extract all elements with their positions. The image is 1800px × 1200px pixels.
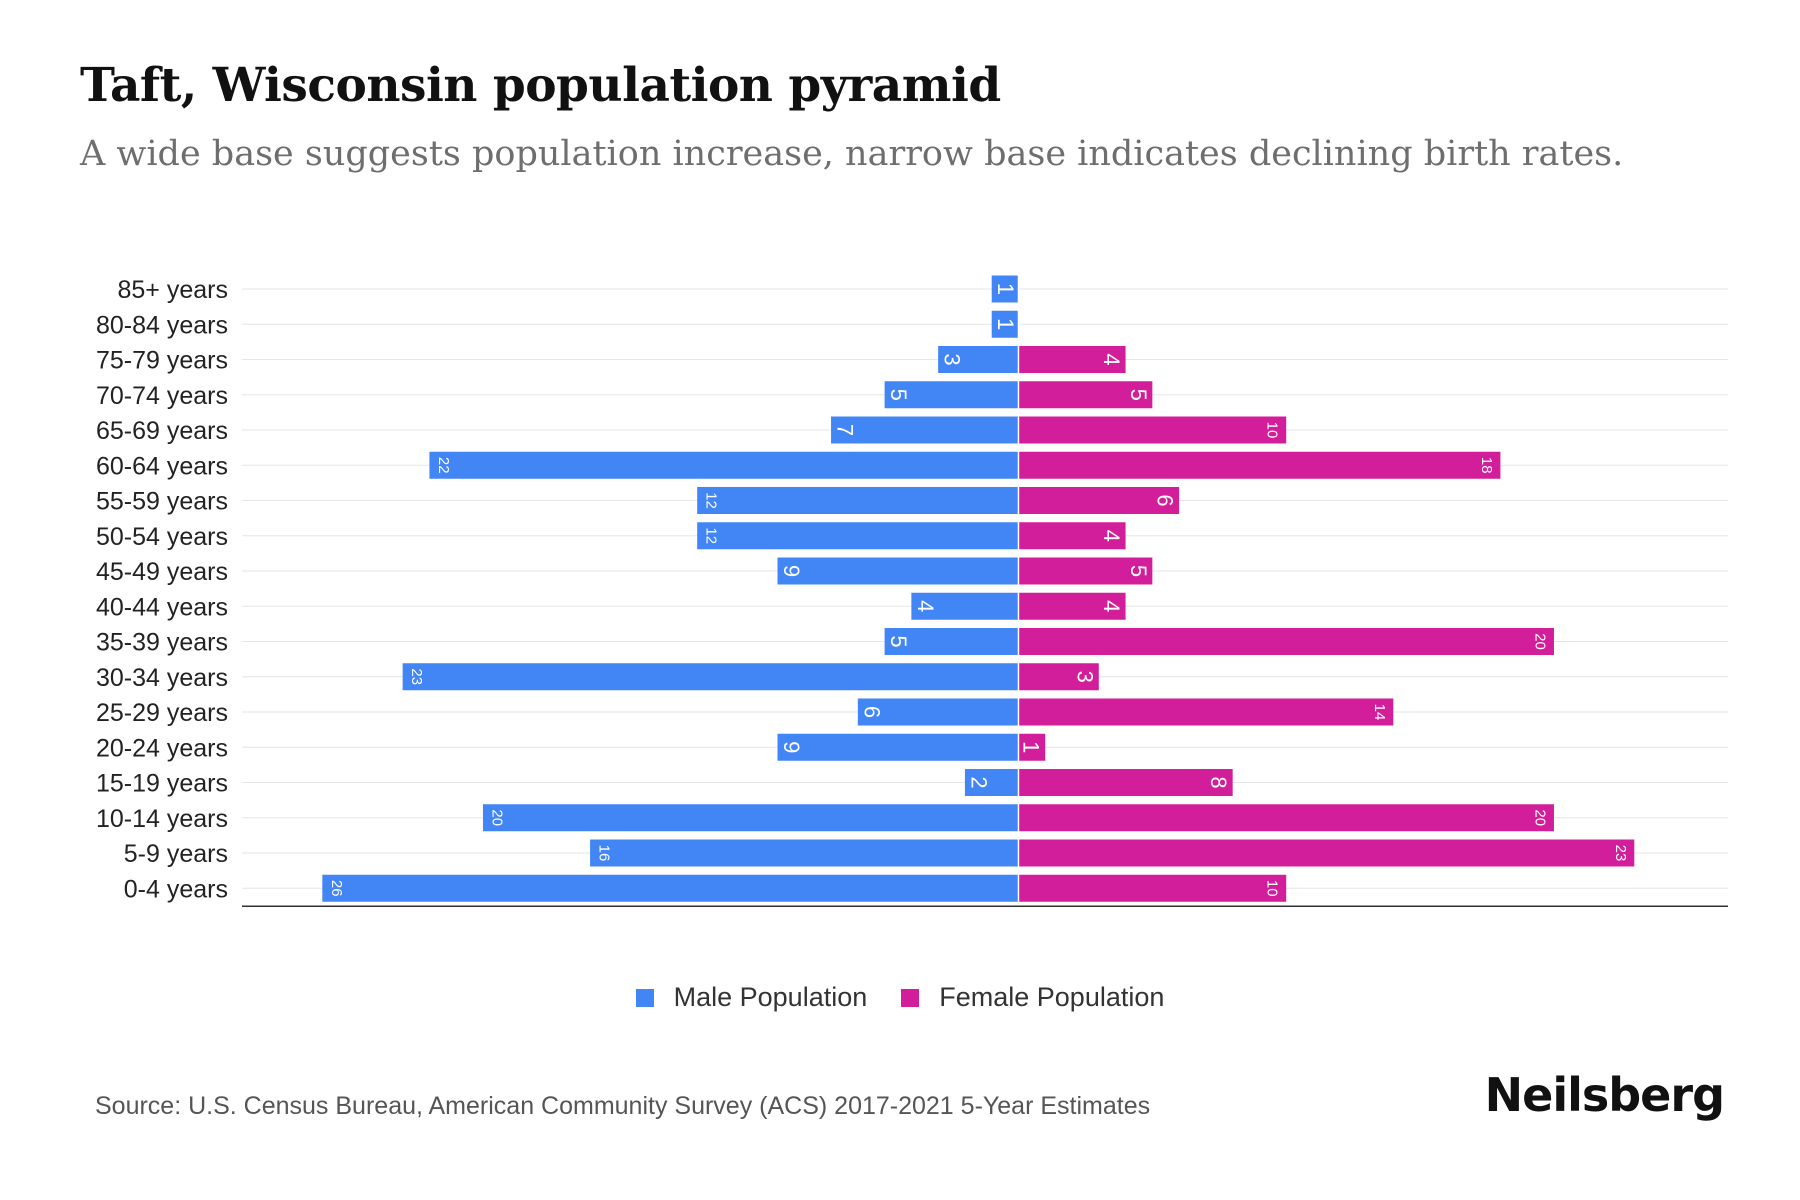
y-tick-label: 70-74 years: [96, 382, 228, 410]
female-value-label: 4: [1099, 353, 1124, 365]
male-value-label: 1: [993, 283, 1018, 295]
male-value-label: 23: [408, 668, 425, 685]
female-bar: [1018, 628, 1554, 655]
y-tick-label: 20-24 years: [96, 734, 228, 762]
y-tick-label: 85+ years: [118, 276, 229, 304]
male-value-label: 5: [886, 389, 911, 401]
female-bar: [1018, 451, 1501, 479]
male-bar: [857, 698, 1019, 726]
y-tick-label: 45-49 years: [96, 558, 228, 586]
y-tick-label: 5-9 years: [124, 840, 228, 868]
male-value-label: 12: [703, 527, 720, 544]
female-value-label: 14: [1371, 704, 1388, 721]
legend-label-female: Female Population: [939, 982, 1165, 1012]
female-value-label: 1: [1019, 741, 1044, 753]
male-value-label: 3: [940, 353, 965, 365]
female-bar: [1018, 487, 1180, 514]
female-value-label: 6: [1153, 494, 1178, 506]
male-value-label: 20: [488, 809, 505, 826]
chart-subtitle: A wide base suggests population increase…: [80, 134, 1624, 174]
male-bar: [697, 487, 1019, 514]
brand-logo: Neilsberg: [1484, 1068, 1725, 1122]
y-tick-label: 0-4 years: [124, 875, 228, 903]
female-bar: [1018, 874, 1287, 902]
legend-swatch-male: [635, 988, 654, 1007]
legend-label-male: Male Population: [673, 982, 868, 1012]
female-bar: [1018, 733, 1046, 761]
male-bar: [429, 451, 1019, 479]
y-tick-label: 65-69 years: [96, 417, 228, 445]
y-tick-label: 75-79 years: [96, 347, 228, 375]
male-bar: [590, 839, 1019, 867]
female-value-label: 4: [1099, 600, 1124, 612]
male-bar: [991, 275, 1019, 303]
female-bar: [1018, 698, 1394, 726]
female-value-label: 4: [1099, 530, 1124, 542]
y-tick-label: 50-54 years: [96, 523, 228, 551]
female-value-label: 23: [1612, 845, 1629, 862]
male-value-label: 16: [596, 845, 613, 862]
legend: Male Population Female Population: [0, 982, 1800, 1013]
female-value-label: 10: [1264, 880, 1281, 897]
female-value-label: 10: [1264, 422, 1281, 439]
female-bar: [1018, 804, 1554, 832]
female-value-label: 20: [1531, 633, 1548, 650]
male-value-label: 9: [779, 565, 804, 577]
y-tick-label: 15-19 years: [96, 770, 228, 798]
female-bar: [1018, 522, 1126, 550]
female-value-label: 3: [1072, 671, 1097, 683]
female-bar: [1018, 769, 1233, 796]
female-bar: [1018, 663, 1099, 691]
y-tick-label: 10-14 years: [96, 805, 228, 833]
y-tick-label: 30-34 years: [96, 664, 228, 692]
male-bar: [697, 522, 1019, 550]
male-value-label: 7: [833, 424, 858, 436]
y-tick-label: 40-44 years: [96, 593, 228, 621]
y-tick-label: 80-84 years: [96, 311, 228, 339]
legend-item-female[interactable]: Female Population: [901, 982, 1164, 1013]
legend-item-male[interactable]: Male Population: [635, 982, 868, 1013]
female-value-label: 5: [1126, 389, 1151, 401]
male-bar: [831, 416, 1019, 444]
female-value-label: 20: [1531, 809, 1548, 826]
y-tick-label: 55-59 years: [96, 488, 228, 516]
female-value-label: 8: [1206, 776, 1231, 788]
female-bar: [1018, 381, 1153, 409]
male-bar: [482, 804, 1019, 832]
female-bar: [1018, 416, 1287, 444]
male-value-label: 6: [859, 706, 884, 718]
male-bar: [991, 310, 1019, 338]
chart-title: Taft, Wisconsin population pyramid: [80, 58, 1001, 113]
male-bar: [884, 381, 1019, 409]
male-value-label: 26: [328, 880, 345, 897]
legend-swatch-female: [901, 988, 920, 1007]
y-tick-label: 25-29 years: [96, 699, 228, 727]
female-bar: [1018, 346, 1126, 373]
male-value-label: 4: [913, 600, 938, 612]
male-bar: [322, 874, 1019, 902]
female-bar: [1018, 592, 1126, 620]
male-bar: [777, 733, 1019, 761]
y-tick-label: 60-64 years: [96, 452, 228, 480]
population-pyramid-chart: 85+ years 80-84 years 75-79 years 70-74 yea…: [96, 275, 1728, 907]
male-value-label: 12: [703, 492, 720, 509]
male-bar: [964, 769, 1019, 796]
male-bar: [777, 557, 1019, 585]
male-value-label: 22: [435, 457, 452, 474]
female-bar: [1018, 557, 1153, 585]
male-bar: [911, 592, 1019, 620]
male-value-label: 2: [966, 776, 991, 788]
female-bar: [1018, 839, 1635, 867]
male-value-label: 9: [779, 741, 804, 753]
male-bar: [402, 663, 1019, 691]
male-value-label: 1: [993, 318, 1018, 330]
male-value-label: 5: [886, 635, 911, 647]
source-note: Source: U.S. Census Bureau, American Com…: [95, 1092, 1151, 1120]
male-bar: [884, 628, 1019, 655]
female-value-label: 18: [1478, 457, 1495, 474]
male-bar: [938, 346, 1019, 373]
y-tick-label: 35-39 years: [96, 629, 228, 657]
female-value-label: 5: [1126, 565, 1151, 577]
